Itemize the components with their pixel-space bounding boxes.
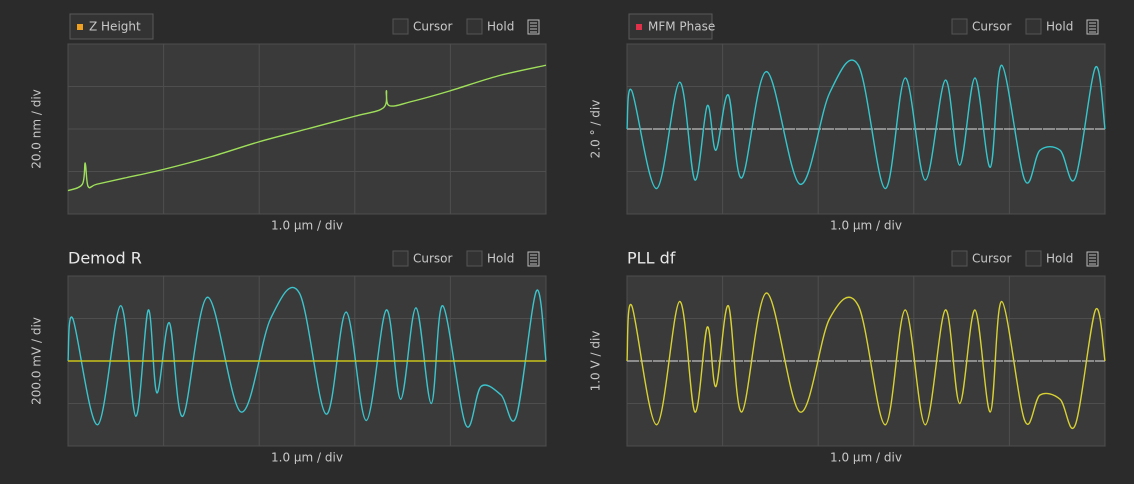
panel-title: PLL df	[627, 249, 676, 268]
table-icon[interactable]	[1086, 251, 1099, 267]
table-icon[interactable]	[527, 251, 540, 267]
legend-box	[628, 13, 713, 40]
checkbox[interactable]	[951, 18, 968, 35]
table-icon[interactable]	[527, 19, 540, 35]
legend-box	[69, 13, 154, 40]
checkbox[interactable]	[1025, 250, 1042, 267]
x-axis-label: 1.0 µm / div	[271, 219, 343, 233]
checkbox-label[interactable]: Cursor	[413, 252, 453, 266]
y-axis-label: 20.0 nm / div	[30, 89, 44, 169]
legend-marker	[77, 24, 83, 30]
table-icon[interactable]	[1086, 19, 1099, 35]
trace	[67, 64, 547, 192]
checkbox-label[interactable]: Hold	[1046, 20, 1073, 34]
checkbox[interactable]	[392, 250, 409, 267]
checkbox-label[interactable]: Hold	[1046, 252, 1073, 266]
legend-marker	[636, 24, 642, 30]
checkbox[interactable]	[1025, 18, 1042, 35]
checkbox-label[interactable]: Cursor	[413, 20, 453, 34]
checkbox[interactable]	[466, 250, 483, 267]
panel-title: Demod R	[68, 249, 142, 268]
checkbox[interactable]	[951, 250, 968, 267]
y-axis-label: 2.0 ° / div	[589, 100, 603, 159]
checkbox-label[interactable]: Cursor	[972, 252, 1012, 266]
checkbox-label[interactable]: Hold	[487, 252, 514, 266]
checkbox-label[interactable]: Cursor	[972, 20, 1012, 34]
checkbox[interactable]	[466, 18, 483, 35]
y-axis-label: 1.0 V / div	[589, 331, 603, 392]
legend-label: MFM Phase	[648, 20, 715, 34]
y-axis-label: 200.0 mV / div	[30, 317, 44, 405]
checkbox-label[interactable]: Hold	[487, 20, 514, 34]
x-axis-label: 1.0 µm / div	[830, 451, 902, 465]
trace	[626, 292, 1106, 429]
x-axis-label: 1.0 µm / div	[830, 219, 902, 233]
legend-label: Z Height	[89, 20, 141, 34]
checkbox[interactable]	[392, 18, 409, 35]
trace	[67, 286, 547, 428]
x-axis-label: 1.0 µm / div	[271, 451, 343, 465]
trace	[626, 59, 1106, 190]
